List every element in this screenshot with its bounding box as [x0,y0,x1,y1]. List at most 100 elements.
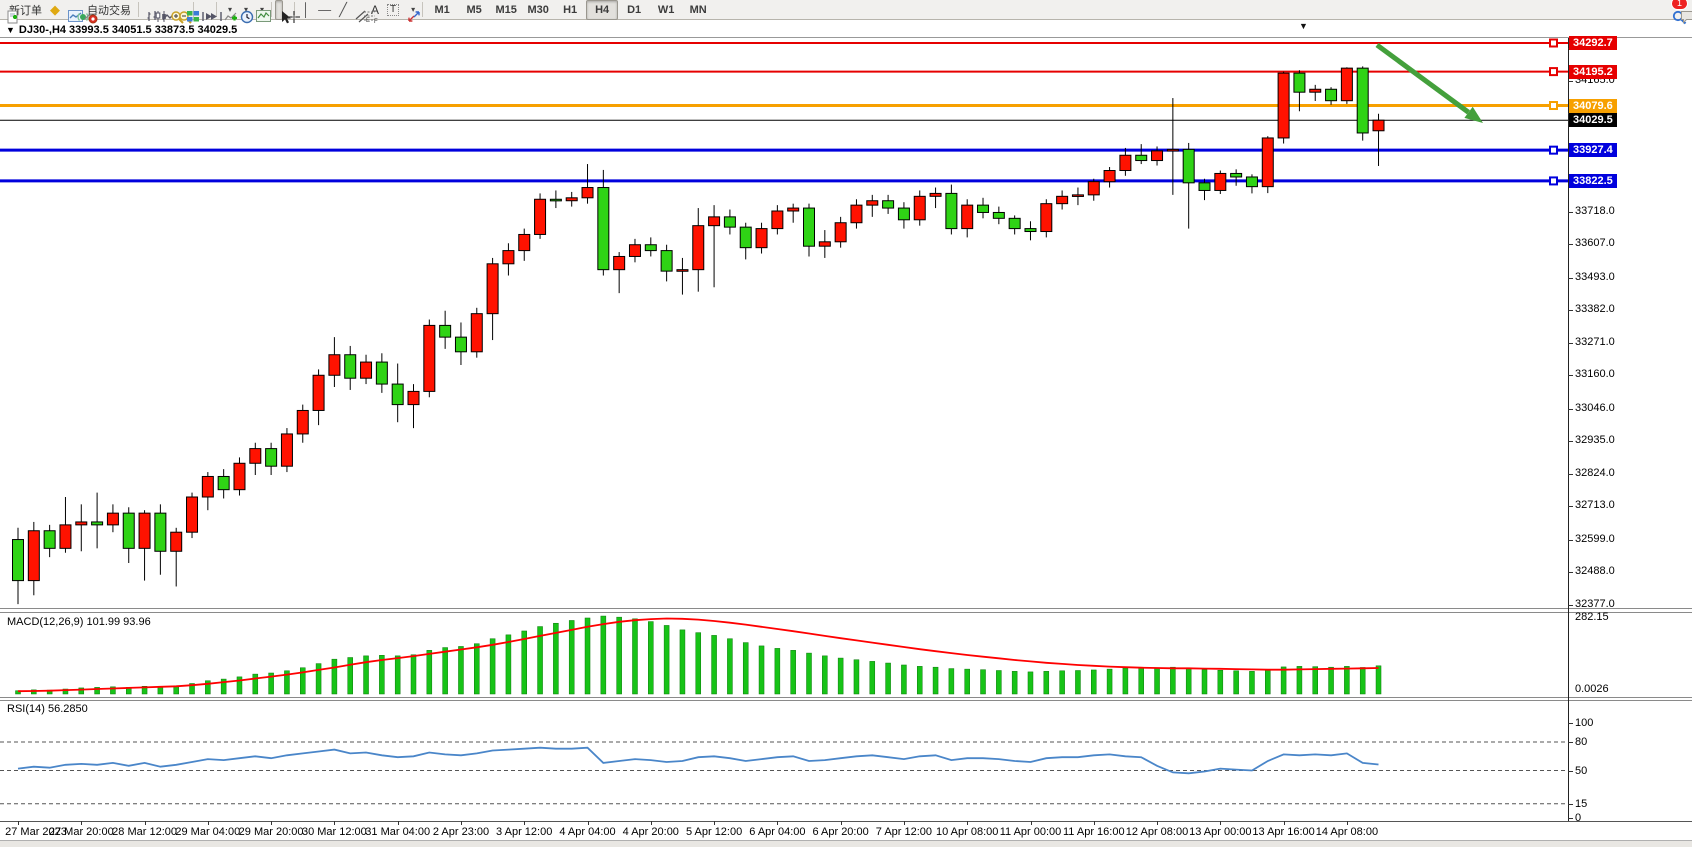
candle [27,521,40,596]
notifications-button[interactable]: 1 [1671,0,1692,24]
timeframe-button-w1[interactable]: W1 [657,3,675,16]
timeframe-button-h4[interactable]: H4 [586,0,619,20]
candle [1182,142,1195,229]
macd-histogram-bar [1280,666,1287,695]
time-tick [524,821,526,825]
candle [628,238,641,263]
macd-histogram-bar [901,664,907,695]
timeframe-button-mn[interactable]: MN [689,3,707,16]
arrows-tool-button[interactable]: ▾ [403,0,420,22]
macd-histogram-bar [1075,670,1081,695]
level-line-handle[interactable] [1549,67,1558,77]
timeframe-button-d1[interactable]: D1 [627,3,642,16]
symbol-dropdown-icon[interactable]: ▼ [6,25,15,35]
candle [992,206,1005,225]
macd-histogram-bar [78,687,85,695]
indicators-button[interactable]: ▾ [220,0,237,20]
horizontal-line-icon: — [318,2,332,17]
candlestick-type-button[interactable] [150,0,166,22]
cursor-tool-button[interactable] [275,0,292,23]
trend-arrow[interactable] [1375,42,1483,123]
macd-histogram-bar [347,657,353,695]
macd-histogram-bar [236,676,243,695]
price-tick-label: 32377.0 [1575,598,1615,610]
time-axis-label: 27 Mar 20:00 [48,826,114,838]
bar-chart-type-button[interactable] [142,0,157,21]
timeframe-button-m30[interactable]: M30 [527,3,549,16]
pane-separator[interactable] [0,608,1692,609]
fibonacci-tool-button[interactable]: F [359,0,378,25]
macd-histogram-bar [1359,667,1366,695]
auto-scroll-button[interactable] [197,0,212,21]
timeframe-button-m5[interactable]: M5 [466,3,482,16]
pane-separator[interactable] [0,612,1692,613]
price-badge: 34195.2 [1569,64,1617,79]
candle [771,205,784,235]
templates-button[interactable]: ▾ [252,0,272,22]
periods-button[interactable]: ▾ [236,0,254,23]
time-tick [397,821,399,825]
autotrade-button[interactable]: 自动交易 [80,0,135,23]
candle [660,244,673,282]
channel-tool-button[interactable]: E [351,0,370,24]
dropdown-caret-icon: ▾ [244,5,249,14]
macd-histogram-bar [284,670,290,695]
toolbar-separator [271,2,273,17]
time-tick [967,821,969,825]
level-line-handle[interactable] [1549,38,1558,48]
macd-histogram-bar [268,672,274,695]
candle [581,164,594,204]
trendline-icon: ╱ [339,2,347,17]
candle [945,184,958,235]
dropdown-caret-icon: ▾ [411,5,416,14]
timeframe-button-m15[interactable]: M15 [495,3,517,16]
dropdown-caret-icon: ▾ [228,5,233,14]
macd-histogram-bar [62,688,69,695]
candle [1151,146,1164,166]
time-axis-label: 6 Apr 04:00 [749,826,806,838]
price-badge: 33927.4 [1569,143,1617,158]
level-line-handle[interactable] [1549,145,1558,155]
chart-shift-button[interactable] [205,0,222,21]
text-tool-button[interactable]: A [367,0,383,20]
vertical-line-icon: │ [302,2,311,17]
chart-title[interactable]: ▼ DJ30-,H4 33993.5 34051.5 33873.5 34029… [6,24,237,36]
crosshair-tool-button[interactable] [283,0,301,23]
rsi-tick [1568,818,1573,819]
main-price-chart[interactable] [0,38,1568,608]
new-order-button[interactable]: 新订单 [2,0,46,23]
price-badge: 34292.7 [1569,36,1617,50]
pane-separator[interactable] [0,700,1692,701]
timeframe-button-m1[interactable]: M1 [434,3,450,16]
macd-histogram-bar [663,625,670,695]
timeframe-button-h1[interactable]: H1 [563,3,578,16]
vertical-line-tool-button[interactable]: │ [298,0,314,20]
rsi-indicator-chart[interactable] [0,700,1568,821]
trendline-tool-button[interactable]: ╱ [335,0,351,20]
pane-separator[interactable] [0,697,1692,698]
horizontal-line-tool-button[interactable]: — [314,0,335,20]
time-axis-label: 29 Mar 04:00 [175,826,241,838]
time-axis-label: 10 Apr 08:00 [935,826,999,838]
macd-indicator-chart[interactable] [0,613,1568,697]
level-line-handle[interactable] [1549,176,1558,186]
candle [1277,71,1290,144]
autotrade-label: 自动交易 [87,4,131,17]
candle [913,190,926,226]
candle [1166,98,1179,195]
time-axis-label: 5 Apr 12:00 [685,826,743,838]
text-label-tool-button[interactable]: T [383,0,403,20]
tile-windows-button[interactable] [182,0,199,21]
price-tick [1568,80,1573,82]
charts-button[interactable]: ◆ [46,0,64,20]
rsi-tick [1568,803,1573,805]
timeframe-group: M1 M5 M15 M30 H1 H4 D1 W1 MN [426,0,714,20]
pane-frame-line [0,37,1692,38]
macd-histogram-bar [616,616,622,695]
market-watch-button[interactable] [64,0,83,22]
macd-histogram-bar [1217,669,1224,695]
sound-button[interactable] [72,0,89,21]
level-line-handle[interactable] [1549,101,1558,111]
rsi-scale-label: 50 [1575,764,1588,777]
chart-shift-marker-icon[interactable]: ▼ [1299,21,1308,31]
